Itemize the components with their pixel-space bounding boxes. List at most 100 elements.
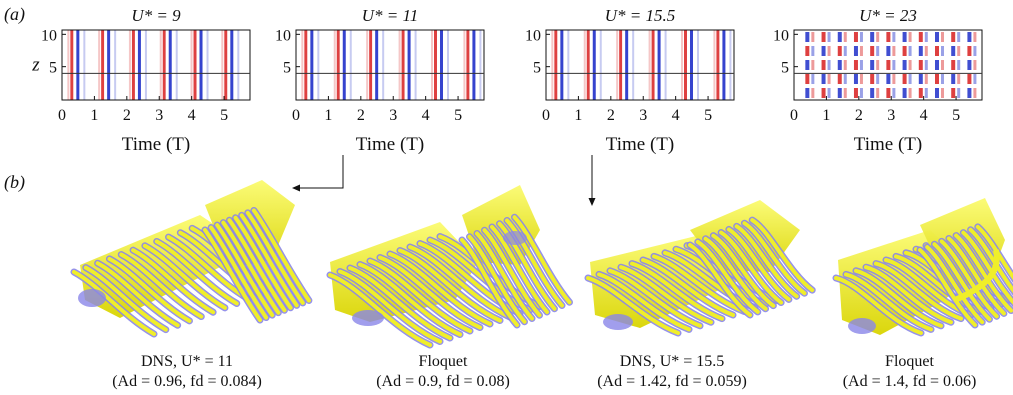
- heatmap-cell: [892, 32, 896, 42]
- heatmap-stripe-gap: [687, 30, 690, 100]
- sheet-stripe: [652, 254, 746, 314]
- heatmap-cell: [843, 32, 847, 42]
- sheet-stripe: [505, 218, 564, 308]
- heatmap-cell: [908, 32, 912, 42]
- heatmap-halo: [175, 30, 178, 100]
- heatmap-cell: [870, 32, 875, 42]
- heatmap-cell: [935, 88, 939, 98]
- heatmap-cell: [859, 74, 863, 84]
- heatmap-cell: [908, 46, 912, 56]
- heatmap-halo: [159, 30, 162, 100]
- heatmap-halo: [551, 30, 554, 100]
- heatmap-4: 5 10 0 1 2 3 4 5 U* = 23 Time (T): [773, 6, 983, 155]
- heatmap-stripe-red: [304, 30, 308, 100]
- heatmap-cell: [886, 60, 891, 70]
- heatmap-cell: [967, 46, 972, 56]
- heatmap-cell: [821, 60, 826, 70]
- sheet-stripe: [482, 228, 542, 318]
- sheet-roll-end: [78, 289, 106, 307]
- sheet-floquet-1: [326, 185, 573, 349]
- heatmap-cell: [918, 88, 923, 98]
- heatmap-cell: [886, 88, 891, 98]
- heatmap-cell: [973, 88, 977, 98]
- heatmap-xtick-label: 2: [855, 107, 863, 124]
- heatmap-halo: [729, 30, 732, 100]
- heatmap-cell: [941, 32, 944, 42]
- sheet-stripe: [630, 261, 724, 321]
- caption-params: (Ad = 0.96, fd = 0.084): [112, 373, 262, 390]
- heatmap-cell: [811, 32, 815, 42]
- heatmap-cell: [886, 32, 891, 42]
- sheet-stripe: [719, 230, 784, 305]
- sheet-stripe: [348, 266, 452, 340]
- sheet-dns-11: [70, 180, 313, 338]
- caption-floquet-1: Floquet (Ad = 0.9, fd = 0.08): [338, 352, 548, 392]
- sheet-stripe: [203, 228, 262, 322]
- heatmap-cell: [902, 60, 907, 70]
- sheet-stripe: [918, 248, 977, 327]
- arrow-left-connector: [298, 155, 344, 189]
- heatmap-cell: [957, 88, 961, 98]
- panel-a-label: (a): [4, 4, 25, 24]
- heatmap-cell: [886, 46, 891, 56]
- heatmap-xtick-label: 5: [952, 107, 960, 124]
- heatmap-halo: [83, 30, 86, 100]
- heatmap-halo: [664, 30, 667, 100]
- heatmap-1: 5 10 0 1 2 3 4 5 U* = 9 Time (T) z: [31, 6, 251, 155]
- sheet-stripe: [154, 239, 239, 306]
- heatmap-cell: [918, 74, 923, 84]
- heatmap-cell: [902, 32, 907, 42]
- heatmap-xtick-label: 2: [357, 107, 365, 124]
- heatmap-stripe-blue: [342, 30, 346, 100]
- heatmap-cell: [853, 46, 858, 56]
- heatmap-cell: [935, 60, 939, 70]
- heatmap-stripe-red: [651, 30, 655, 100]
- heatmap-cell: [941, 60, 944, 70]
- heatmap-cell: [859, 46, 863, 56]
- heatmap-halo: [221, 30, 224, 100]
- heatmap-cell: [821, 74, 826, 84]
- heatmap-title: U* = 11: [362, 6, 419, 25]
- heatmap-stripe-red: [101, 30, 105, 100]
- sheet-stripe: [358, 262, 462, 337]
- sheet-stripe: [209, 225, 269, 320]
- heatmap-ytick-label: 10: [773, 27, 789, 44]
- heatmap-cell: [957, 74, 961, 84]
- heatmap-cell: [837, 46, 842, 56]
- heatmap-stripe-gap: [437, 30, 440, 100]
- heatmap-cell: [951, 46, 956, 56]
- sheet-stripe: [742, 221, 807, 296]
- sheet-stripe: [233, 215, 293, 310]
- heatmap-halo: [567, 30, 570, 100]
- heatmap-ytick-label: 5: [781, 60, 789, 77]
- heatmap-cell: [967, 88, 972, 98]
- heatmap-stripe-blue: [137, 30, 141, 100]
- heatmap-halo: [479, 30, 482, 100]
- heatmap-xtick-label: 2: [607, 107, 615, 124]
- heatmap-stripe-gap: [73, 30, 77, 100]
- heatmap-stripe-blue: [230, 30, 234, 100]
- heatmap-cell: [951, 88, 956, 98]
- sheet-stripe: [597, 272, 691, 332]
- sheet-stripe: [475, 231, 534, 321]
- heatmap-stripe-blue: [560, 30, 564, 100]
- heatmap-cell: [811, 46, 815, 56]
- heatmap-cell: [859, 60, 863, 70]
- heatmap-2: 5 10 0 1 2 3 4 5 U* = 11 Time (T): [275, 6, 485, 155]
- sheet-stripe: [215, 223, 275, 318]
- heatmap-halo: [414, 30, 417, 100]
- heatmap-xtick-label: 4: [188, 107, 196, 124]
- sheet-stripe: [467, 234, 527, 324]
- sheet-stripe: [619, 265, 713, 325]
- heatmap-background: [296, 30, 484, 100]
- caption-dns-15: DNS, U* = 15.5 (Ad = 1.42, fd = 0.059): [567, 352, 777, 392]
- heatmap-cell: [908, 88, 912, 98]
- heatmap-stripe-red: [554, 30, 558, 100]
- heatmap-halo: [713, 30, 716, 100]
- heatmap-cell: [967, 60, 972, 70]
- heatmap-stripe-gap: [589, 30, 593, 100]
- sheet-stripe: [946, 236, 1006, 316]
- heatmap-cell: [827, 32, 831, 42]
- heatmap-xtick-label: 1: [90, 107, 98, 124]
